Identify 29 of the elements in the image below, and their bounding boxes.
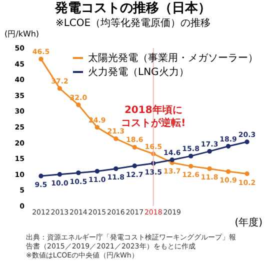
point bbox=[244, 140, 250, 144]
point bbox=[38, 174, 44, 178]
point bbox=[188, 164, 194, 169]
point bbox=[188, 154, 194, 158]
chart-title: 発電コストの推移（日本） bbox=[54, 1, 211, 16]
point bbox=[94, 168, 100, 174]
annotation: 2018年頃に bbox=[124, 104, 182, 116]
point bbox=[114, 136, 118, 142]
point bbox=[170, 158, 174, 162]
chart-subtitle: ※LCOE（均等化発電原価）の推移 bbox=[55, 17, 211, 29]
point bbox=[76, 102, 81, 108]
point bbox=[132, 164, 137, 168]
point bbox=[114, 166, 118, 172]
point bbox=[207, 166, 212, 172]
point bbox=[226, 169, 231, 174]
point bbox=[132, 144, 137, 150]
point bbox=[57, 86, 62, 91]
point bbox=[76, 170, 81, 176]
point bbox=[38, 56, 44, 62]
legend-label: 太陽光発電（事業用・メガソーラー） bbox=[88, 52, 258, 64]
y-axis-title: (円/kWh) bbox=[4, 30, 40, 38]
point bbox=[207, 148, 212, 154]
point bbox=[226, 144, 231, 149]
point bbox=[57, 172, 62, 177]
legend-label: 火力発電（LNG火力） bbox=[88, 66, 189, 78]
x-axis-title: (年度) bbox=[234, 216, 263, 228]
point bbox=[94, 124, 100, 130]
point bbox=[244, 171, 250, 176]
annotation: コストが逆転! bbox=[121, 117, 186, 129]
